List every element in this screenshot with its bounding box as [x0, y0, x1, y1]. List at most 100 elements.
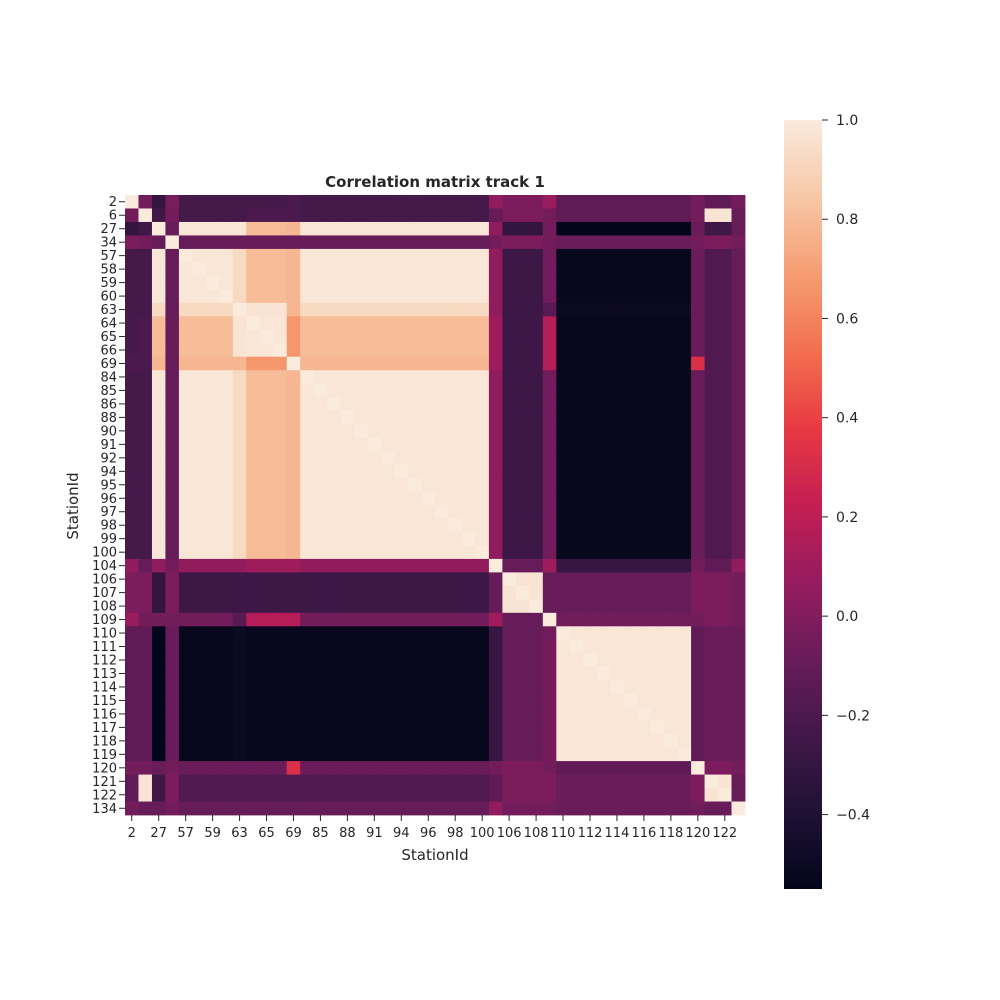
heatmap-cell	[165, 639, 180, 654]
heatmap-cell	[569, 585, 584, 600]
heatmap-cell	[610, 208, 625, 223]
heatmap-cell	[394, 761, 409, 775]
heatmap-cell	[354, 383, 369, 398]
heatmap-cell	[637, 195, 652, 209]
heatmap-cell	[583, 612, 598, 627]
heatmap-cell	[569, 383, 584, 398]
heatmap-cell	[596, 451, 611, 465]
heatmap-cell	[637, 788, 652, 802]
heatmap-cell	[435, 518, 449, 533]
heatmap-cell	[502, 666, 517, 681]
heatmap-cell	[286, 558, 301, 573]
heatmap-cell	[313, 370, 328, 385]
heatmap-cell	[461, 451, 476, 465]
heatmap-cell	[502, 585, 517, 600]
heatmap-cell	[394, 653, 409, 668]
heatmap-cell	[583, 262, 598, 277]
heatmap-cell	[677, 545, 692, 560]
heatmap-cell	[529, 383, 544, 398]
heatmap-cell	[583, 680, 598, 695]
heatmap-cell	[718, 343, 732, 358]
heatmap-cell	[718, 424, 732, 439]
heatmap-cell	[515, 518, 530, 533]
heatmap-cell	[151, 356, 166, 371]
heatmap-cell	[178, 464, 193, 479]
x-tick-label: 108	[524, 826, 549, 841]
heatmap-cell	[448, 356, 463, 371]
heatmap-cell	[596, 221, 611, 236]
heatmap-cell	[165, 329, 180, 344]
heatmap-cell	[650, 437, 665, 452]
heatmap-cell	[367, 505, 382, 519]
heatmap-cell	[313, 383, 328, 398]
heatmap-cell	[718, 666, 732, 681]
heatmap-cell	[327, 693, 342, 708]
heatmap-cell	[381, 329, 395, 344]
heatmap-cell	[556, 424, 571, 439]
heatmap-cell	[542, 235, 557, 250]
heatmap-cell	[394, 518, 409, 533]
heatmap-cell	[502, 720, 517, 735]
heatmap-cell	[192, 343, 207, 358]
y-tick-label: 64	[100, 317, 117, 332]
heatmap-cell	[691, 383, 705, 398]
heatmap-cell	[610, 720, 625, 735]
heatmap-cell	[731, 478, 746, 492]
heatmap-cell	[273, 464, 288, 479]
heatmap-cell	[556, 410, 571, 425]
heatmap-cell	[354, 478, 369, 492]
heatmap-cell	[704, 302, 719, 317]
heatmap-cell	[178, 316, 193, 331]
heatmap-cell	[556, 734, 571, 749]
heatmap-cell	[232, 275, 247, 290]
heatmap-cell	[165, 221, 180, 236]
heatmap-cell	[327, 761, 342, 775]
heatmap-cell	[327, 195, 342, 209]
heatmap-cell	[691, 707, 705, 722]
x-tick-label: 85	[312, 826, 329, 841]
heatmap-cell	[677, 761, 692, 775]
heatmap-cell	[192, 545, 207, 560]
heatmap-cell	[461, 289, 476, 304]
heatmap-cell	[664, 464, 679, 479]
heatmap-cell	[596, 316, 611, 331]
heatmap-cell	[381, 653, 395, 668]
heatmap-cell	[529, 531, 544, 546]
heatmap-cell	[610, 275, 625, 290]
heatmap-cell	[367, 491, 382, 506]
heatmap-cell	[583, 208, 598, 223]
heatmap-cell	[219, 639, 234, 654]
heatmap-cell	[192, 221, 207, 236]
heatmap-cell	[583, 464, 598, 479]
heatmap-cell	[637, 302, 652, 317]
heatmap-cell	[556, 518, 571, 533]
heatmap-cell	[664, 329, 679, 344]
heatmap-cell	[448, 478, 463, 492]
heatmap-cell	[637, 680, 652, 695]
heatmap-cell	[677, 585, 692, 600]
heatmap-cell	[394, 208, 409, 223]
heatmap-cell	[664, 720, 679, 735]
heatmap-cell	[408, 558, 422, 573]
heatmap-cell	[327, 464, 342, 479]
heatmap-cell	[354, 195, 369, 209]
heatmap-cell	[515, 545, 530, 560]
y-tick-label: 2	[109, 195, 117, 210]
heatmap-cell	[488, 356, 503, 371]
heatmap-cell	[529, 451, 544, 465]
heatmap-cell	[610, 437, 625, 452]
heatmap-cell	[650, 221, 665, 236]
heatmap-cell	[367, 464, 382, 479]
heatmap-cell	[691, 195, 705, 209]
heatmap-cell	[327, 518, 342, 533]
heatmap-cell	[718, 653, 732, 668]
heatmap-cell	[354, 370, 369, 385]
x-tick-label: 94	[393, 826, 410, 841]
heatmap-cell	[327, 370, 342, 385]
heatmap-cell	[354, 275, 369, 290]
heatmap-cell	[138, 262, 153, 277]
heatmap-cell	[313, 788, 328, 802]
heatmap-cell	[475, 491, 490, 506]
heatmap-cell	[542, 208, 557, 223]
heatmap-cell	[354, 680, 369, 695]
